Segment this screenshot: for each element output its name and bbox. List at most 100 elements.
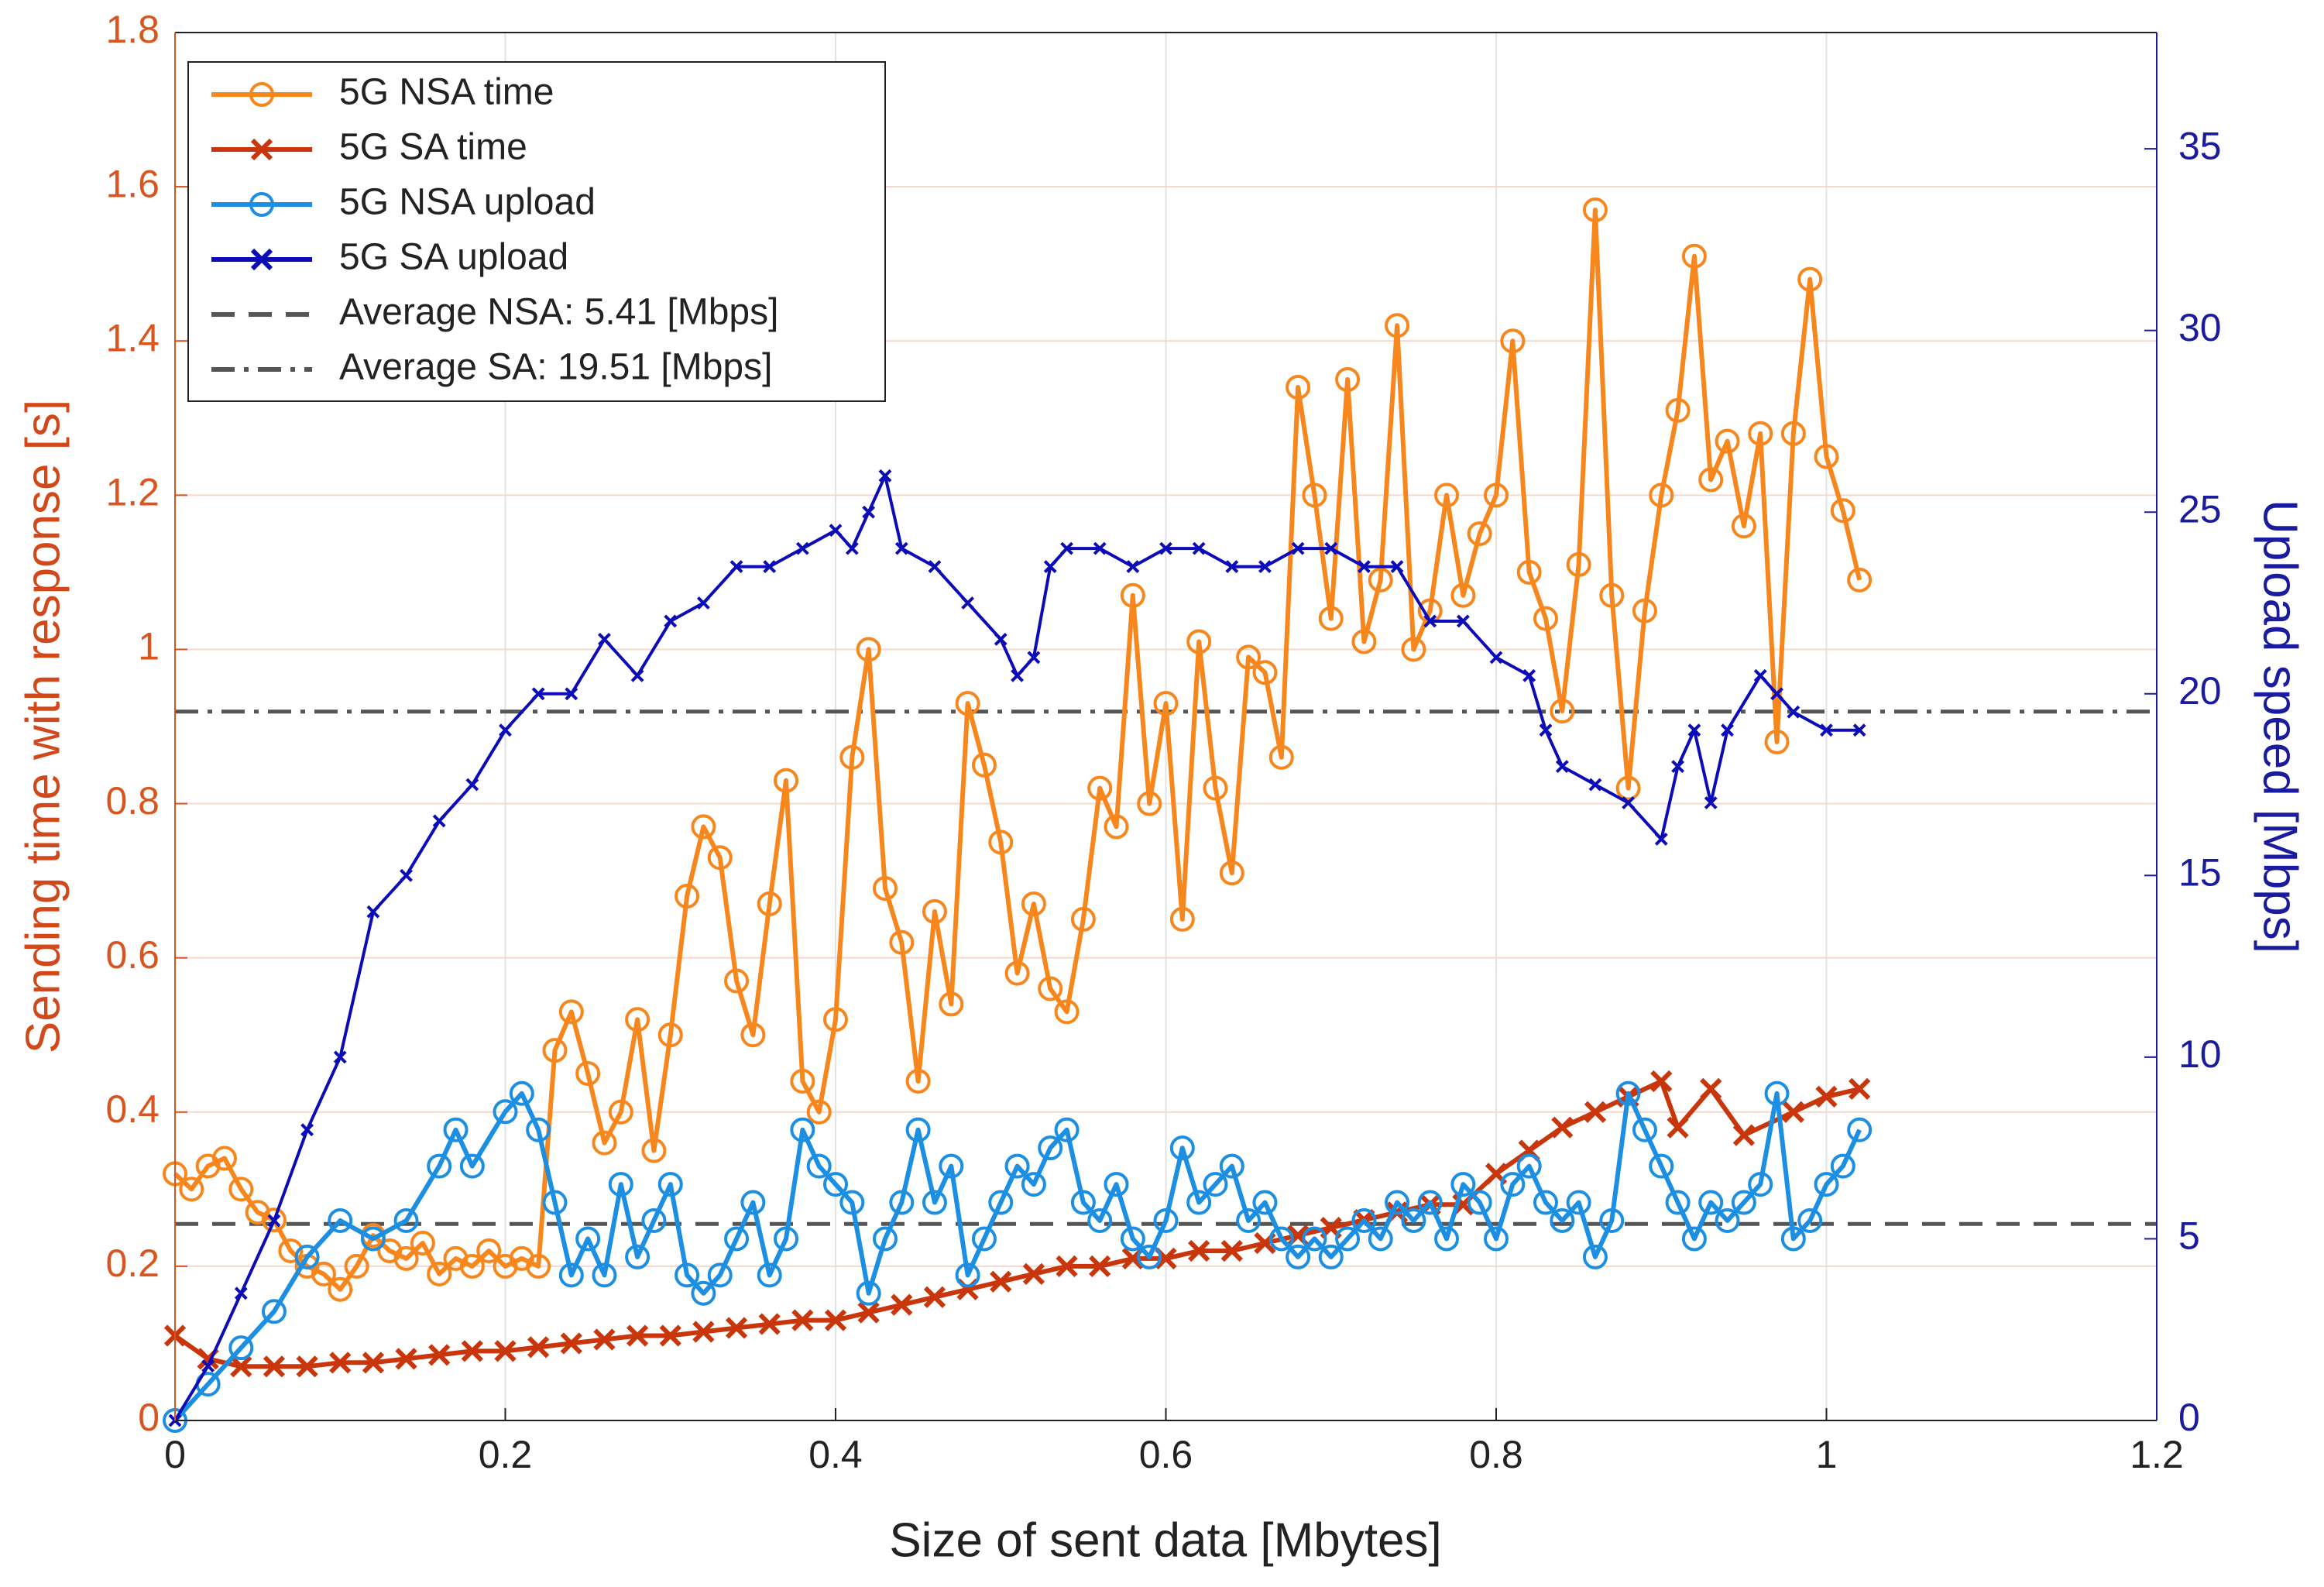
marker [1748,421,1773,446]
marker [250,138,273,161]
marker [1434,1226,1460,1252]
marker [1318,1244,1344,1269]
marker [1667,1116,1689,1139]
y2-tick-label: 35 [2178,124,2222,167]
marker [839,744,865,770]
marker [878,469,892,483]
marker [261,1299,287,1324]
marker [230,1355,252,1378]
marker [1615,775,1641,801]
marker [806,1153,832,1179]
marker [1159,541,1172,555]
marker [1401,1207,1426,1233]
marker [757,1262,782,1288]
marker [592,1130,617,1156]
marker [1830,1153,1855,1179]
marker [1351,1207,1377,1233]
marker [1748,1172,1773,1197]
marker [1715,1207,1740,1233]
marker [988,1190,1014,1215]
marker [724,968,750,994]
marker [1220,1239,1243,1262]
marker [659,1324,681,1347]
marker [459,1153,485,1179]
marker [1186,629,1212,654]
marker [1192,541,1206,555]
y2-tick-label: 0 [2178,1396,2200,1439]
marker [1060,541,1073,555]
marker [1681,1226,1707,1252]
marker [928,560,942,574]
marker [857,1301,880,1324]
marker [1654,833,1668,846]
y-tick-label: 1.8 [105,8,160,51]
marker [1219,1153,1244,1179]
y-tick-label: 1.2 [105,471,160,514]
marker [1450,1172,1476,1197]
marker [575,1226,601,1252]
marker [179,1177,204,1202]
marker [626,1324,649,1347]
marker [211,1146,237,1171]
marker [1093,541,1107,555]
marker [922,898,947,924]
marker [729,560,743,574]
marker [1489,651,1503,665]
marker [1137,791,1162,816]
marker [1252,660,1278,685]
marker [791,1309,814,1331]
marker [994,632,1008,646]
marker [795,541,809,555]
marker [1522,668,1536,682]
marker [1004,960,1030,986]
marker [1351,629,1377,654]
marker [1153,1207,1179,1233]
marker [1847,567,1873,593]
marker [1022,1262,1045,1285]
marker [1291,541,1305,555]
marker [459,1253,485,1279]
marker [862,505,876,519]
legend: 5G NSA time 5G SA time 5G NSA upload 5G SA … [187,61,886,402]
marker [657,1172,683,1197]
marker [249,192,274,217]
marker [1120,582,1145,608]
marker [1021,891,1046,916]
marker [362,1352,385,1374]
marker [575,1061,601,1086]
marker [740,1022,766,1048]
marker [955,691,980,716]
legend-label: 5G NSA upload [339,182,596,223]
marker [1814,1172,1839,1197]
marker [443,1117,469,1142]
marker [939,991,964,1017]
x-tick-label: 1.2 [2130,1433,2184,1476]
marker [527,1336,550,1359]
marker [1780,1226,1806,1252]
marker [598,632,611,646]
y2-tick-label: 20 [2178,669,2222,713]
x-tick-label: 0.2 [479,1433,533,1476]
marker [1335,367,1361,392]
legend-label: Average SA: 19.51 [Mbps] [339,347,772,388]
marker [1054,1117,1080,1142]
marker [675,884,700,909]
marker [1268,1226,1294,1252]
y2-tick-label: 30 [2178,306,2222,349]
marker [558,999,584,1025]
marker [1126,560,1140,574]
marker [1814,444,1839,469]
series-line [173,208,1862,1292]
marker [250,248,273,271]
marker [657,1022,683,1048]
marker [1169,1135,1195,1161]
marker [625,1244,651,1269]
marker [845,541,859,555]
marker [593,1328,616,1351]
y-tick-label: 0.6 [105,933,160,977]
marker [1357,560,1371,574]
marker [1615,1080,1641,1106]
marker [1533,1190,1558,1215]
marker [790,1117,815,1142]
